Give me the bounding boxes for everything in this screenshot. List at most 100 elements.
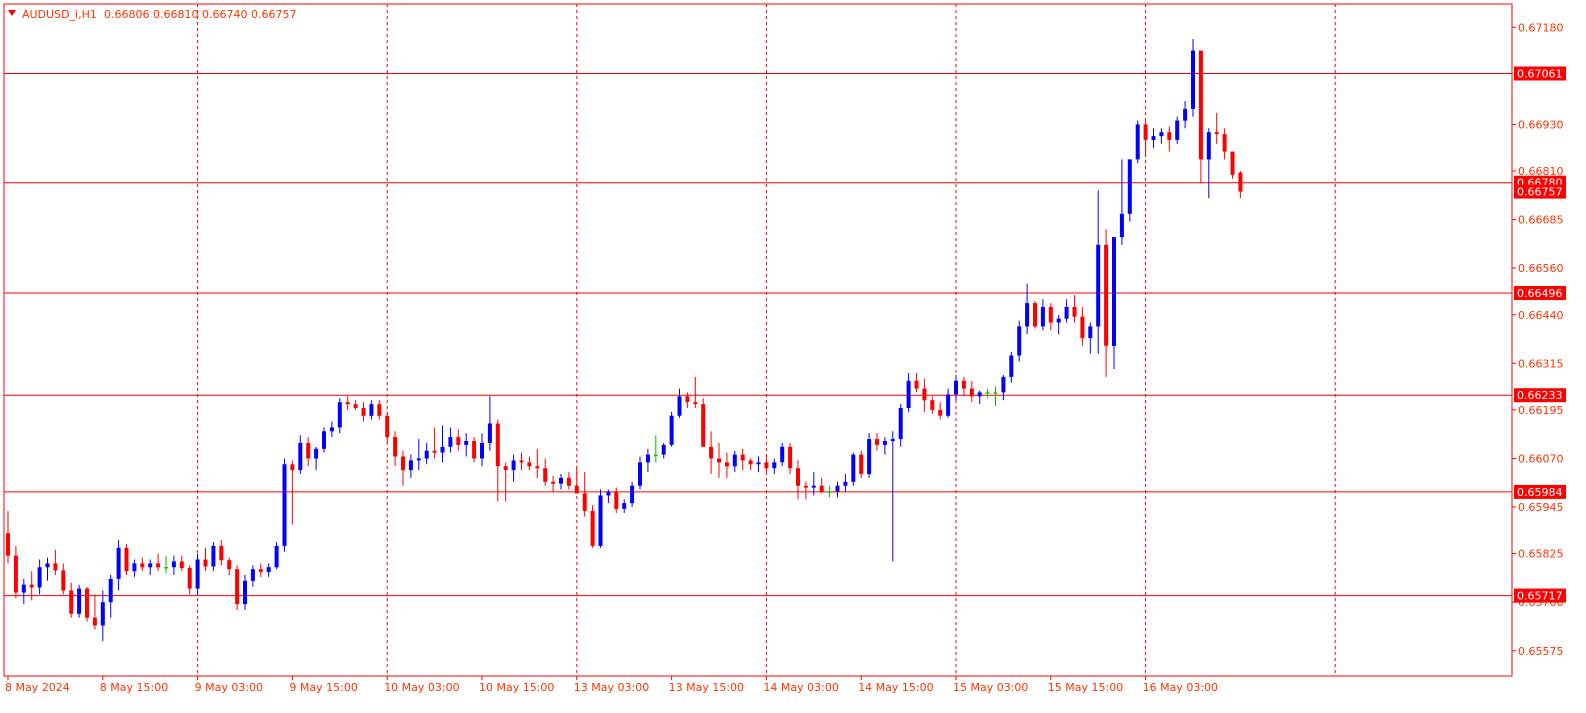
candle (1080, 307, 1085, 346)
candle (124, 543, 129, 575)
candle (859, 450, 864, 478)
candle (290, 460, 295, 525)
candle (819, 477, 824, 494)
candle (45, 557, 50, 581)
candle-body (53, 563, 58, 571)
candle-body (1119, 213, 1124, 238)
time-tick-label: 13 May 03:00 (574, 681, 649, 694)
candle-body (685, 396, 690, 403)
candle-body (867, 439, 872, 475)
candle (906, 373, 911, 412)
level-price-label-bg (1514, 286, 1566, 300)
candle-body (179, 561, 184, 568)
candle (709, 431, 714, 474)
candle-body (448, 437, 453, 447)
candle-body (290, 464, 295, 471)
candle (559, 474, 563, 490)
candle-body (677, 396, 682, 416)
candle (314, 446, 319, 471)
candle (811, 472, 816, 496)
candle (732, 450, 737, 473)
candle (211, 542, 216, 572)
candle (69, 582, 74, 618)
candle (543, 458, 548, 486)
candle (1088, 322, 1093, 354)
candle-body (1143, 124, 1148, 140)
candle-body (195, 559, 200, 589)
candle (574, 466, 579, 494)
candle (1104, 229, 1109, 377)
candle (77, 584, 82, 618)
time-axis[interactable]: 8 May 2024 8 May 15:00 9 May 03:00 9 May 15… (5, 676, 1218, 694)
candle-body (13, 555, 18, 593)
candle (195, 553, 200, 595)
candle-body (811, 485, 816, 488)
candle (606, 489, 611, 504)
candle (92, 594, 97, 630)
candle-body (495, 423, 500, 467)
candle-body (100, 602, 105, 626)
candle-body (661, 444, 666, 455)
candle (582, 472, 587, 517)
price-tick-label: 0.66685 (1518, 214, 1564, 227)
ohlc-readout: 0.66806 0.66810 0.66740 0.66757 (104, 8, 296, 21)
candle-body (171, 561, 176, 568)
candle-body (977, 392, 982, 397)
time-tick-label: 15 May 03:00 (953, 681, 1028, 694)
candle (748, 458, 753, 471)
level-price-label: 0.65717 (1517, 590, 1563, 603)
candle (108, 575, 113, 618)
candle-body (993, 392, 998, 394)
candle-body (803, 485, 808, 488)
candle (1033, 301, 1037, 329)
candle-body (1175, 120, 1180, 140)
candle-body (164, 567, 168, 569)
candle-body (61, 570, 66, 591)
candle (1206, 128, 1211, 199)
candle (985, 388, 990, 399)
candle-body (1072, 307, 1077, 317)
candle-body (922, 388, 927, 401)
candle-body (614, 491, 619, 509)
candle (219, 540, 224, 566)
price-axis[interactable]: 0.67180 0.66930 0.66810 0.66685 0.66560 0.664… (1512, 21, 1564, 658)
candle-body (1017, 326, 1022, 356)
candle-body (416, 458, 421, 461)
candle-body (740, 454, 745, 461)
candle-body (1033, 303, 1037, 327)
candle (717, 442, 721, 478)
candle-body (1088, 326, 1093, 339)
candle (266, 563, 271, 577)
candle-body (6, 533, 10, 556)
candle (938, 402, 943, 420)
candle-body (266, 567, 271, 572)
candle-body (132, 563, 137, 572)
candle (416, 439, 421, 471)
candle-body (851, 454, 856, 482)
candle-body (21, 584, 26, 593)
candle (448, 427, 453, 453)
symbol-dropdown-icon[interactable] (8, 10, 16, 16)
candle-body (37, 567, 42, 588)
grid-layer (197, 4, 1336, 676)
candle (1001, 375, 1006, 401)
candle (645, 448, 650, 473)
candle-body (1001, 376, 1006, 393)
candle (867, 433, 872, 478)
candle (495, 419, 500, 502)
candle-body (1238, 172, 1243, 192)
candle (724, 452, 729, 478)
candle (780, 442, 785, 467)
candle (456, 429, 461, 451)
candle-body (772, 462, 777, 469)
level-price-label: 0.67061 (1517, 68, 1563, 81)
candle-body (1104, 244, 1109, 346)
candle (385, 411, 390, 443)
candle (788, 442, 793, 474)
candle-body (709, 446, 714, 459)
candle-body (472, 441, 477, 459)
candle-body (108, 578, 113, 603)
candle (1009, 351, 1014, 383)
